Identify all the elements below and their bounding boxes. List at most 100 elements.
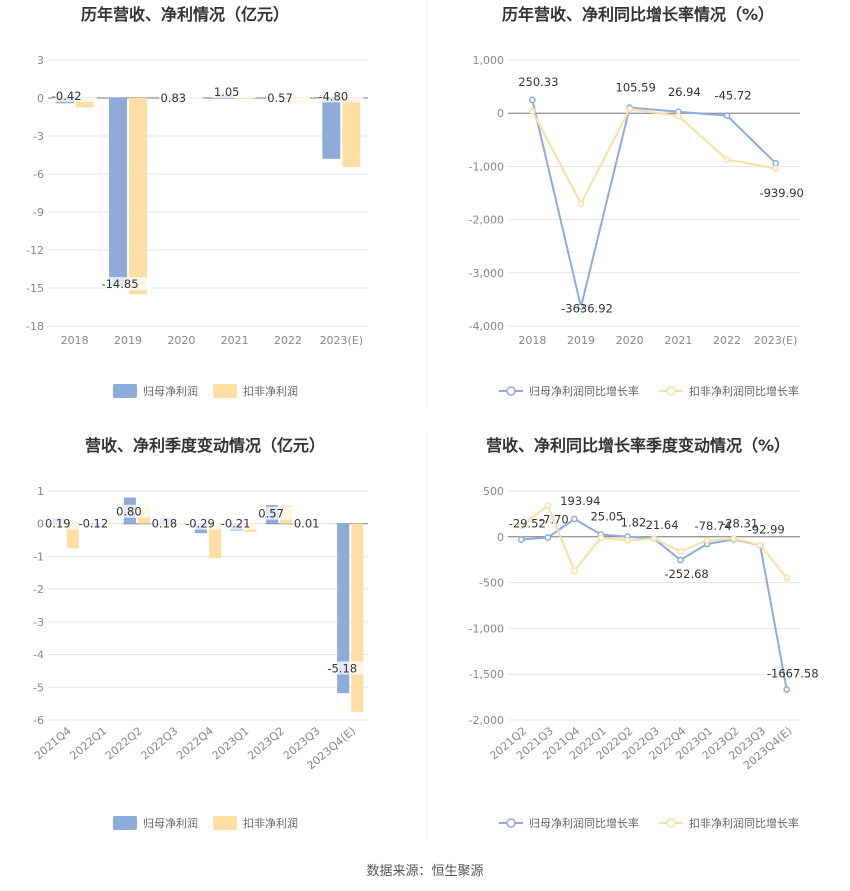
- x-tick-label: 2023Q2: [245, 724, 287, 762]
- y-tick-label: -4,000: [469, 320, 504, 333]
- data-label: -92.99: [748, 522, 785, 536]
- x-tick-label: 2022Q1: [67, 724, 109, 762]
- point-deducted-growth: [517, 522, 525, 530]
- legend-label: 归母净利润同比增长率: [529, 384, 639, 398]
- bar-deducted-net-profit: [129, 98, 147, 295]
- point-deducted-growth: [544, 502, 552, 510]
- point-deducted-growth: [723, 156, 731, 163]
- y-tick-label: -500: [479, 577, 504, 590]
- data-label: -29.52: [509, 517, 546, 531]
- data-label: 193.94: [560, 494, 600, 508]
- y-tick-label: -1,000: [469, 622, 504, 635]
- x-tick-label: 2021: [221, 334, 249, 347]
- legend-label: 扣非净利润同比增长率: [689, 384, 799, 398]
- point-deducted-growth: [571, 567, 578, 575]
- y-tick-label: 0: [497, 531, 504, 544]
- line-deducted-growth: [531, 107, 776, 206]
- y-tick-label: -18: [26, 320, 44, 333]
- point-deducted-growth: [528, 107, 536, 115]
- data-label-background: [79, 516, 124, 530]
- point-parent-growth: [571, 515, 578, 523]
- y-tick-label: -9: [33, 206, 44, 219]
- point-deducted-growth: [624, 537, 631, 544]
- chart-title: 历年营收、净利情况（亿元）: [81, 5, 289, 24]
- annual-profit-bar-chart: 历年营收、净利情况（亿元） 3 0 -3 -6 -9 -12 -15 -18 2018 2019 20…: [26, 5, 368, 398]
- y-tick-label: -2,000: [469, 714, 504, 727]
- y-tick-label: -2,000: [469, 214, 504, 227]
- y-tick-label: 0: [37, 92, 44, 105]
- point-deducted-growth: [772, 165, 780, 172]
- bar-parent-net-profit: [109, 98, 127, 287]
- data-label: -45.72: [714, 89, 751, 103]
- legend-marker: [666, 386, 676, 396]
- y-tick-label: 0: [37, 518, 44, 531]
- point-parent-growth: [677, 556, 684, 564]
- data-label-background: [186, 516, 230, 530]
- data-label: -939.90: [759, 186, 803, 200]
- x-tick-label: 2023Q1: [210, 724, 252, 762]
- line-parent-growth: [521, 517, 788, 690]
- y-tick-label: -2: [33, 583, 44, 596]
- y-tick-label: -1,000: [469, 160, 504, 173]
- legend-swatch: [213, 816, 237, 830]
- bar-parent-net-profit: [337, 523, 350, 694]
- point-parent-growth: [517, 536, 525, 543]
- y-tick-label: -4: [33, 649, 44, 662]
- legend-marker: [506, 818, 516, 828]
- data-label: -28.31: [721, 516, 758, 530]
- data-label: -0.12: [78, 517, 108, 531]
- point-deducted-growth: [783, 574, 791, 582]
- legend-label: 扣非净利润同比增长率: [689, 816, 799, 830]
- quarterly-profit-bar-chart: 营收、净利季度变动情况（亿元）10-1-2-3-4-5-62021Q42022Q…: [32, 436, 373, 830]
- data-label: -0.21: [221, 517, 251, 531]
- point-parent-growth: [544, 534, 552, 541]
- point-deducted-growth: [677, 548, 684, 555]
- y-tick-label: -6: [33, 714, 44, 727]
- data-label: 26.94: [668, 85, 701, 99]
- point-deducted-growth: [674, 112, 682, 120]
- legend-label: 归母净利润: [143, 384, 198, 398]
- y-tick-label: 3: [37, 54, 44, 67]
- x-tick-label: 2023(E): [320, 334, 364, 347]
- x-tick-label: 2021: [664, 334, 692, 347]
- data-label-background: [221, 516, 266, 530]
- point-deducted-growth: [756, 541, 764, 549]
- data-label: 0.57: [267, 91, 293, 105]
- data-label: 0.19: [45, 517, 71, 531]
- data-label: -4.80: [318, 89, 348, 103]
- x-tick-label: 2022Q2: [103, 724, 145, 762]
- point-parent-growth: [577, 303, 585, 311]
- data-label: 1.05: [214, 85, 240, 99]
- y-tick-label: 1,000: [473, 54, 505, 67]
- bar-parent-net-profit: [322, 98, 341, 159]
- x-tick-label: 2018: [61, 334, 89, 347]
- x-tick-label: 2019: [114, 334, 142, 347]
- legend-label: 归母净利润: [143, 816, 198, 830]
- legend-marker: [506, 386, 516, 396]
- y-tick-label: -1: [33, 550, 44, 563]
- point-deducted-growth: [650, 535, 658, 542]
- x-tick-label: 2023(E): [754, 334, 798, 347]
- data-label-background: [328, 661, 373, 675]
- data-label-background: [43, 516, 88, 530]
- legend-marker: [666, 818, 676, 828]
- data-label: -3636.92: [561, 302, 613, 316]
- x-tick-label: 2022Q4: [174, 724, 216, 762]
- point-deducted-growth: [730, 535, 737, 542]
- point-parent-growth: [772, 159, 780, 167]
- data-label-background: [292, 516, 337, 530]
- data-label: -78.74: [695, 519, 732, 533]
- bar-deducted-net-profit: [75, 98, 94, 108]
- data-label: -14.85: [101, 277, 138, 291]
- point-parent-growth: [723, 112, 731, 119]
- y-tick-label: -3,000: [469, 267, 504, 280]
- legend-label: 扣非净利润: [243, 384, 298, 398]
- annual-growth-line-chart: 历年营收、净利同比增长率情况（%） 1,000 0 -1,000 -2,000 -3,00…: [469, 5, 804, 398]
- bar-deducted-net-profit: [209, 523, 222, 559]
- data-label: 0.83: [161, 91, 187, 105]
- y-tick-label: -3: [33, 616, 44, 629]
- y-tick-label: -6: [33, 168, 44, 181]
- data-label: -0.42: [52, 89, 82, 103]
- data-label: -21.64: [641, 518, 678, 532]
